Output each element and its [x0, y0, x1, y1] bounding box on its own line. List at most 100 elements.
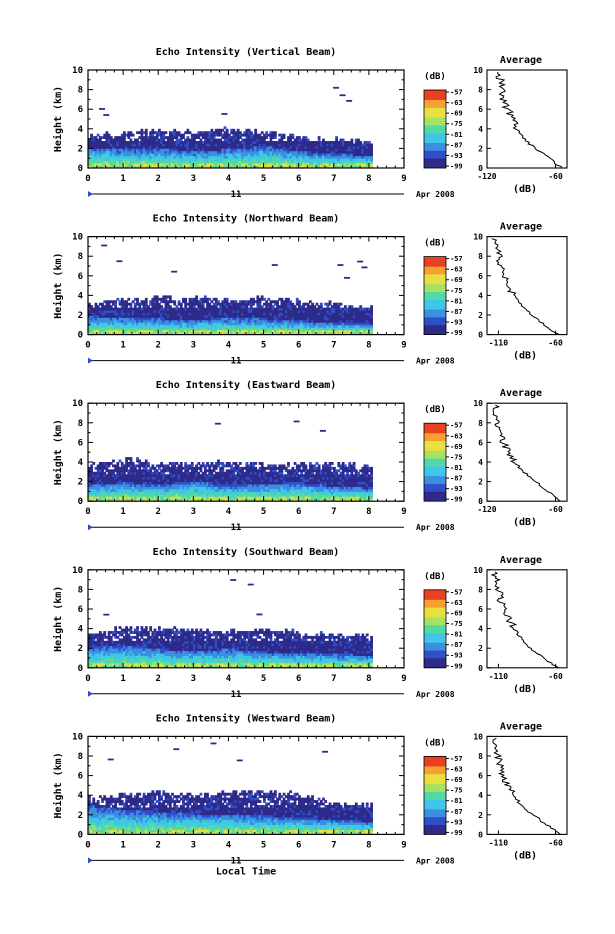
colorbar-band [424, 129, 446, 131]
heatmap-cell [125, 300, 128, 303]
heatmap-cell [274, 136, 277, 139]
heatmap-cell [134, 305, 137, 308]
heatmap-cell [200, 139, 203, 142]
colorbar-band [424, 133, 446, 135]
y-tick-label: 0 [78, 331, 83, 341]
heatmap-cell [127, 298, 130, 301]
heatmap-cell [318, 136, 321, 139]
colorbar-band [424, 160, 446, 162]
colorbar-band [424, 303, 446, 305]
colorbar-tick-label: -75 [450, 287, 463, 295]
colorbar-band [424, 100, 446, 102]
colorbar-band [424, 280, 446, 282]
heatmap-cell [145, 298, 148, 301]
heatmap-cell [160, 305, 163, 308]
colorbar-tick-label: -99 [450, 329, 463, 337]
y-tick-label: 4 [78, 291, 84, 301]
average-profile-line [496, 72, 562, 168]
colorbar-band [424, 292, 446, 294]
heatmap-cell [176, 305, 179, 308]
x-tick-label: 2 [156, 341, 161, 351]
heatmap-cell [340, 303, 343, 306]
colorbar-band [424, 268, 446, 270]
heatmap-cell [95, 303, 98, 306]
heatmap-cell [239, 131, 242, 134]
x-tick-label: 6 [296, 174, 301, 184]
heatmap-cell [138, 305, 141, 308]
colorbar-band [424, 331, 446, 333]
heatmap-cell [272, 264, 278, 266]
heatmap-cell [162, 139, 165, 142]
heatmap-cell [370, 317, 373, 320]
heatmap-cell [351, 141, 354, 144]
heatmap-cell [309, 300, 312, 303]
heatmap-cell [90, 467, 93, 470]
heatmap-cell [370, 308, 373, 311]
colorbar-band [424, 319, 446, 321]
heatmap-cell [335, 139, 338, 142]
heatmap-cell [106, 467, 109, 470]
heatmap-cell [252, 298, 255, 301]
heatmap-cell [263, 139, 266, 142]
average-y-tick-label: 6 [478, 272, 483, 281]
heatmap-cell [138, 467, 141, 470]
heatmap-cell [267, 298, 270, 301]
heatmap-cell [108, 134, 111, 137]
colorbar-band [424, 317, 446, 319]
heatmap-cell [182, 134, 185, 137]
colorbar-band [424, 296, 446, 298]
heatmap-cell [337, 305, 340, 308]
heatmap-cell [294, 305, 297, 308]
heatmap-cell [145, 467, 148, 470]
colorbar-band [424, 145, 446, 147]
colorbar-band [424, 286, 446, 288]
heatmap-cell [158, 467, 161, 470]
heatmap-cell [110, 462, 113, 465]
heatmap-cell [281, 298, 284, 301]
heatmap-cell [359, 305, 362, 308]
colorbar-band [424, 321, 446, 323]
colorbar-band [424, 98, 446, 100]
average-y-tick-label: 6 [478, 105, 483, 114]
heatmap-cell [265, 131, 268, 134]
heatmap-cell [221, 113, 227, 115]
heatmap-cell [239, 136, 242, 139]
heatmap-cell [261, 131, 264, 134]
heatmap-cell [283, 134, 286, 137]
heatmap-cell [99, 139, 102, 142]
colorbar-band [424, 298, 446, 300]
x-tick-label: 7 [331, 174, 336, 184]
heatmap-cell [368, 141, 371, 144]
chart-title: Echo Intensity (Vertical Beam) [156, 46, 337, 58]
heatmap-cell [141, 129, 144, 132]
colorbar-band [424, 327, 446, 329]
heatmap-cell [110, 136, 113, 139]
colorbar-band [424, 117, 446, 119]
heatmap-cell [270, 303, 273, 306]
heatmap-cell [97, 134, 100, 137]
colorbar-band [424, 270, 446, 272]
heatmap-cell [132, 300, 135, 303]
heatmap-cell [125, 460, 128, 463]
heatmap-cell [219, 139, 222, 142]
heatmap-cell [147, 464, 150, 467]
heatmap-cell [239, 462, 242, 465]
x-tick-label: 0 [85, 174, 90, 184]
colorbar-band [424, 113, 446, 115]
heatmap-cell [302, 305, 305, 308]
heatmap-cell [151, 129, 154, 132]
heatmap-cell [370, 144, 373, 147]
heatmap-cell [344, 277, 350, 279]
heatmap-cell [298, 136, 301, 139]
average-frame [487, 70, 567, 168]
y-tick-label: 6 [78, 272, 83, 282]
heatmap-cell [195, 295, 198, 298]
heatmap-cell [108, 464, 111, 467]
heatmap-cell [351, 139, 354, 142]
heatmap-cell [370, 322, 373, 325]
colorbar-band [424, 305, 446, 307]
heatmap-cell [213, 469, 216, 472]
heatmap-cell [370, 327, 373, 330]
y-axis-label: Height (km) [52, 86, 64, 152]
